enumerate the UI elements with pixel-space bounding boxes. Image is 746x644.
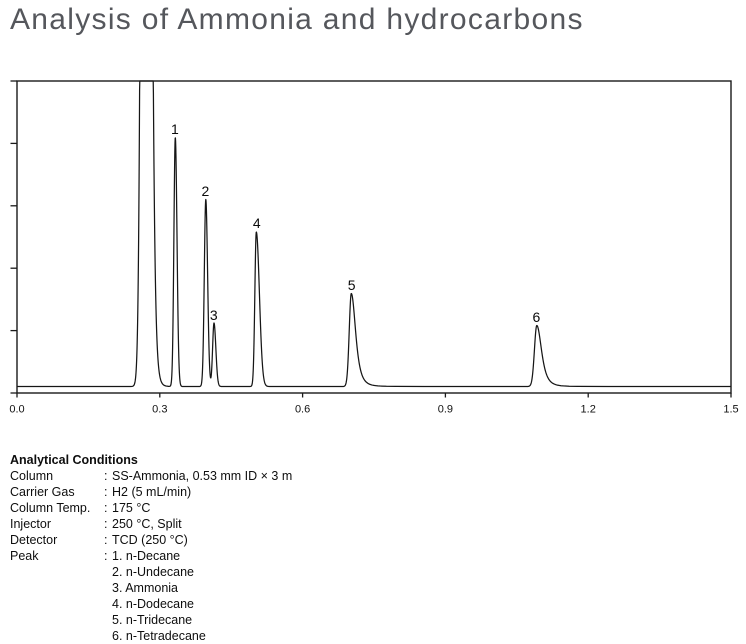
svg-text:1: 1 [171, 121, 179, 137]
svg-text:4: 4 [253, 215, 261, 231]
svg-text:6: 6 [533, 309, 541, 325]
svg-text:3: 3 [210, 307, 218, 323]
svg-text:1.5: 1.5 [723, 404, 738, 416]
svg-text:5: 5 [348, 277, 356, 293]
svg-text:2: 2 [202, 183, 210, 199]
svg-text:0.9: 0.9 [438, 404, 453, 416]
svg-text:0.6: 0.6 [295, 404, 310, 416]
svg-text:0.0: 0.0 [9, 404, 24, 416]
svg-text:0.3: 0.3 [152, 404, 167, 416]
svg-text:1.2: 1.2 [581, 404, 596, 416]
